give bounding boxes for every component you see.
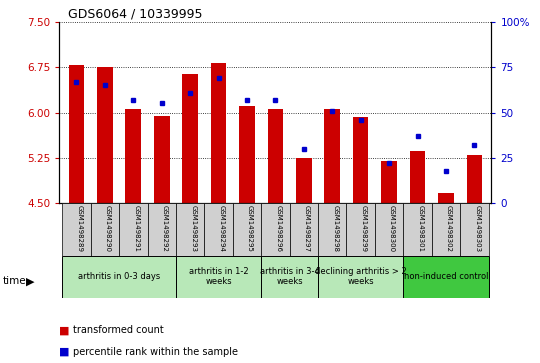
Text: GSM1498301: GSM1498301 [417,205,423,252]
Bar [147,203,176,256]
Text: GSM1498295: GSM1498295 [247,205,253,252]
Bar [62,256,176,298]
Text: GSM1498296: GSM1498296 [275,205,281,252]
Bar [375,203,403,256]
Text: arthritis in 3-4
weeks: arthritis in 3-4 weeks [260,267,320,286]
Text: GSM1498298: GSM1498298 [332,205,338,252]
Text: GSM1498299: GSM1498299 [361,205,367,252]
Bar [381,161,397,203]
Bar [176,203,204,256]
Text: GSM1498290: GSM1498290 [105,205,111,252]
Text: declining arthritis > 2
weeks: declining arthritis > 2 weeks [315,267,407,286]
Bar [97,67,113,203]
Text: GDS6064 / 10339995: GDS6064 / 10339995 [68,8,202,21]
Bar [91,203,119,256]
Text: arthritis in 1-2
weeks: arthritis in 1-2 weeks [189,267,248,286]
Text: GSM1498303: GSM1498303 [474,205,481,252]
Text: GSM1498292: GSM1498292 [161,205,168,252]
Text: GSM1498297: GSM1498297 [304,205,310,252]
Bar [69,65,84,203]
Bar [460,203,489,256]
Bar [268,109,283,203]
Bar [125,109,141,203]
Bar [261,256,318,298]
Bar [410,151,426,203]
Bar [467,155,482,203]
Bar [204,203,233,256]
Text: ■: ■ [59,347,70,357]
Bar [176,256,261,298]
Text: ▶: ▶ [26,276,35,286]
Text: GSM1498300: GSM1498300 [389,205,395,252]
Text: GSM1498294: GSM1498294 [219,205,225,252]
Text: GSM1498293: GSM1498293 [190,205,196,252]
Bar [261,203,289,256]
Text: non-induced control: non-induced control [404,272,488,281]
Bar [353,117,368,203]
Bar [325,109,340,203]
Bar [403,203,431,256]
Bar [403,256,489,298]
Bar [154,116,170,203]
Bar [289,203,318,256]
Bar [318,256,403,298]
Text: transformed count: transformed count [73,325,164,335]
Text: GSM1498291: GSM1498291 [133,205,139,252]
Bar [62,203,91,256]
Bar [211,63,226,203]
Bar [183,74,198,203]
Text: GSM1498289: GSM1498289 [77,205,83,252]
Text: ■: ■ [59,325,70,335]
Bar [347,203,375,256]
Bar [318,203,347,256]
Bar [296,158,312,203]
Bar [233,203,261,256]
Text: percentile rank within the sample: percentile rank within the sample [73,347,238,357]
Bar [239,106,255,203]
Bar [431,203,460,256]
Text: GSM1498302: GSM1498302 [446,205,452,252]
Text: time: time [3,276,26,286]
Bar [438,193,454,203]
Text: arthritis in 0-3 days: arthritis in 0-3 days [78,272,160,281]
Bar [119,203,147,256]
